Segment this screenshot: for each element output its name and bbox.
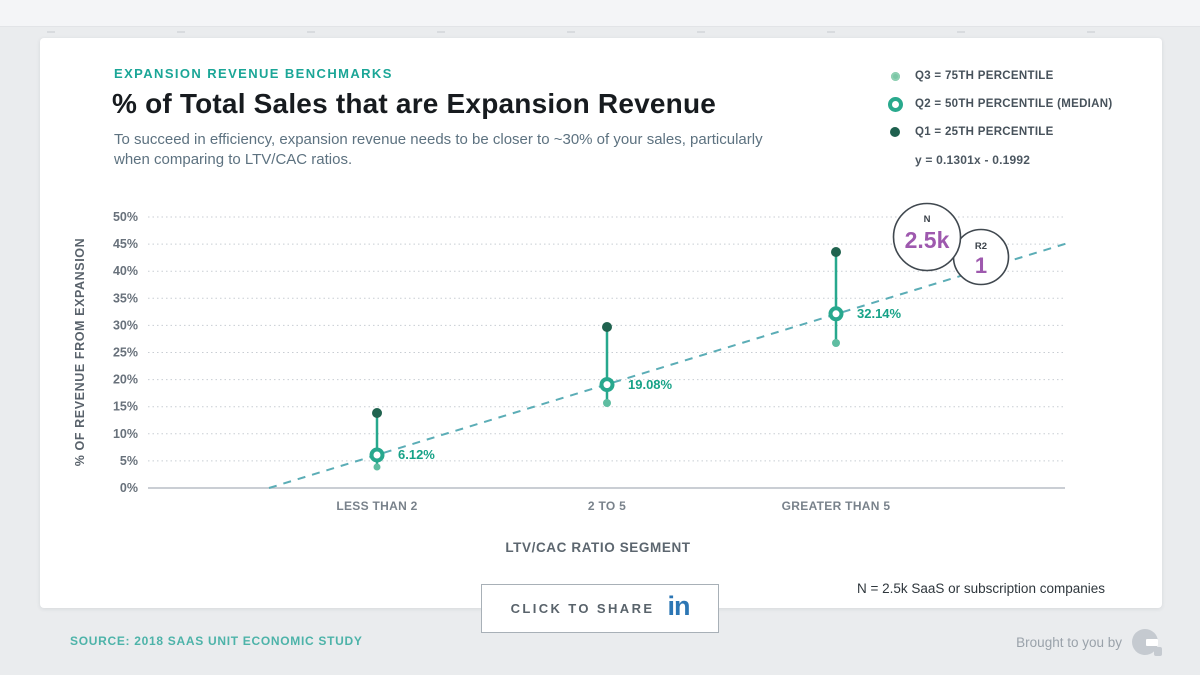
data-point-group-less-than-2: 6.12%: [369, 408, 435, 471]
data-point-group-2-to-5: 19.08%: [599, 322, 673, 407]
upper-dot: [372, 408, 382, 418]
lower-dot: [832, 339, 840, 347]
share-button-label: CLICK TO SHARE: [510, 601, 655, 616]
upper-dot: [831, 247, 841, 257]
background-specks: [0, 31, 1200, 33]
category-label: GREATER THAN 5: [782, 499, 891, 513]
median-value-label: 6.12%: [398, 447, 435, 462]
y-tick-label: 0%: [120, 481, 138, 495]
y-tick-labels: 50% 45% 40% 35% 30% 25% 20% 15% 10% 5% 0…: [113, 210, 138, 495]
y-tick-label: 20%: [113, 373, 138, 387]
legend-item-label: Q1 = 25TH PERCENTILE: [915, 126, 1054, 138]
previous-card-edge: [0, 0, 1200, 27]
y-tick-label: 35%: [113, 291, 138, 305]
legend-item-q3: Q3 = 75TH PERCENTILE: [886, 68, 1113, 84]
category-labels: LESS THAN 2 2 TO 5 GREATER THAN 5: [336, 499, 890, 513]
y-tick-label: 5%: [120, 454, 138, 468]
y-tick-label: 45%: [113, 237, 138, 251]
profitwell-logo-icon: [1132, 629, 1162, 656]
median-value-label: 32.14%: [857, 306, 902, 321]
data-point-group-greater-than-5: 32.14%: [828, 247, 902, 347]
q3-marker-icon: [890, 71, 900, 81]
page-subtitle: To succeed in efficiency, expansion reve…: [114, 130, 763, 170]
legend-item-q2: Q2 = 50TH PERCENTILE (MEDIAN): [886, 96, 1113, 112]
r2-value: 1: [975, 253, 987, 278]
median-ring: [828, 306, 844, 322]
n-bubble: N 2.5k: [892, 202, 962, 272]
trend-line: [268, 242, 1069, 489]
footer-brand: Brought to you by: [1016, 629, 1162, 656]
q1-marker-icon: [890, 127, 900, 137]
page-title: % of Total Sales that are Expansion Reve…: [112, 88, 717, 119]
legend-item-label: Q3 = 75TH PERCENTILE: [915, 70, 1054, 82]
upper-dot: [602, 322, 612, 332]
y-tick-label: 40%: [113, 264, 138, 278]
category-label: 2 TO 5: [588, 499, 626, 513]
y-tick-label: 10%: [113, 427, 138, 441]
trendline-equation: y = 0.1301x - 0.1992: [915, 153, 1031, 167]
y-tick-label: 15%: [113, 400, 138, 414]
median-value-label: 19.08%: [628, 377, 673, 392]
subtitle-line-1: To succeed in efficiency, expansion reve…: [114, 131, 763, 148]
category-label: LESS THAN 2: [336, 499, 417, 513]
x-axis-title: LTV/CAC RATIO SEGMENT: [505, 540, 690, 555]
r2-label: R2: [975, 241, 987, 252]
brought-to-you-by-label: Brought to you by: [1016, 635, 1122, 650]
legend-equation-row: y = 0.1301x - 0.1992: [886, 152, 1113, 168]
source-note: SOURCE: 2018 SAAS UNIT ECONOMIC STUDY: [70, 634, 363, 648]
y-tick-label: 50%: [113, 210, 138, 224]
share-button[interactable]: CLICK TO SHARE in: [481, 584, 719, 633]
linkedin-icon[interactable]: in: [667, 591, 690, 621]
subtitle-line-2: when comparing to LTV/CAC ratios.: [114, 151, 353, 168]
median-ring: [599, 377, 615, 393]
chart-card: [40, 38, 1162, 608]
sample-size-note: N = 2.5k SaaS or subscription companies: [856, 581, 1105, 596]
n-value: 2.5k: [905, 227, 950, 253]
n-label: N: [924, 214, 931, 225]
y-tick-label: 30%: [113, 318, 138, 332]
eyebrow: EXPANSION REVENUE BENCHMARKS: [114, 66, 393, 81]
y-axis-title: % OF REVENUE FROM EXPANSION: [73, 238, 87, 467]
legend-item-q1: Q1 = 25TH PERCENTILE: [886, 124, 1113, 140]
legend: Q3 = 75TH PERCENTILE Q2 = 50TH PERCENTIL…: [886, 68, 1113, 168]
legend-item-label: Q2 = 50TH PERCENTILE (MEDIAN): [915, 98, 1113, 110]
chart: 50% 45% 40% 35% 30% 25% 20% 15% 10% 5% 0…: [73, 202, 1069, 555]
median-ring: [369, 447, 385, 463]
q2-marker-icon: [887, 96, 903, 112]
lower-dot: [373, 463, 381, 471]
r2-bubble: R2 1: [952, 228, 1010, 286]
lower-dot: [603, 399, 611, 407]
y-tick-label: 25%: [113, 346, 138, 360]
